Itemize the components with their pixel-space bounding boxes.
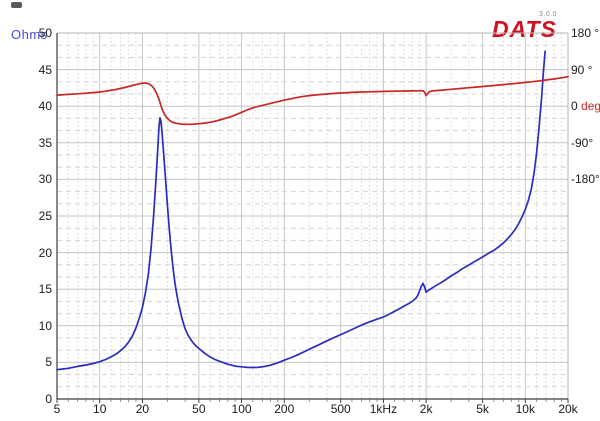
y-right-tick-label: -180° [571, 172, 600, 187]
x-tick-label: 2k [419, 402, 433, 416]
impedance-curve [56, 50, 546, 371]
y-right-unit-label: deg [581, 99, 600, 114]
y-right-tick-label: -90° [571, 135, 594, 150]
y-left-tick-label: 30 [38, 172, 52, 187]
dats-version-text: 3.0.0 [539, 11, 558, 18]
y-left-tick-label: 0 [45, 392, 52, 406]
y-right-tick: -180° [571, 172, 600, 186]
y-left-tick-label: 40 [38, 99, 52, 114]
y-left-tick-label: 35 [38, 135, 52, 150]
window-corner-artifact [11, 2, 22, 8]
x-tick-label: 10k [515, 402, 535, 416]
y-left-tick-label: 20 [38, 245, 52, 260]
x-tick-label: 1kHz [369, 402, 398, 416]
y-axis-title-ohms: Ohms [11, 27, 48, 42]
y-left-tick-label: 45 [38, 62, 52, 77]
x-tick-label: 100 [231, 402, 252, 416]
y-right-tick: 180 ° [571, 26, 599, 40]
y-left-tick-label: 25 [38, 209, 52, 223]
x-tick-label: 5 [53, 402, 61, 416]
x-tick-label: 20 [135, 402, 150, 416]
y-right-tick-label: 180 ° [571, 26, 600, 40]
dats-logo: DATS [492, 16, 557, 42]
y-right-tick: 0 deg [571, 99, 600, 113]
y-left-tick-label: 5 [45, 355, 52, 370]
y-right-tick: 90 ° [571, 63, 592, 77]
y-left-tick-label: 15 [38, 282, 52, 297]
y-right-tick-label: 0 [571, 99, 582, 114]
x-tick-label: 500 [330, 402, 351, 416]
y-right-tick: -90° [571, 136, 593, 150]
phase-curve [56, 75, 569, 126]
x-tick-label: 20k [558, 402, 578, 416]
x-tick-label: 200 [274, 402, 295, 416]
x-tick-label: 50 [192, 402, 206, 416]
y-left-tick-label: 10 [38, 318, 52, 333]
y-right-tick-label: 90 ° [571, 62, 593, 77]
x-tick-label: 5k [476, 402, 489, 416]
x-tick-label: 10 [93, 402, 107, 416]
y-left-tick-label: 50 [38, 26, 52, 40]
